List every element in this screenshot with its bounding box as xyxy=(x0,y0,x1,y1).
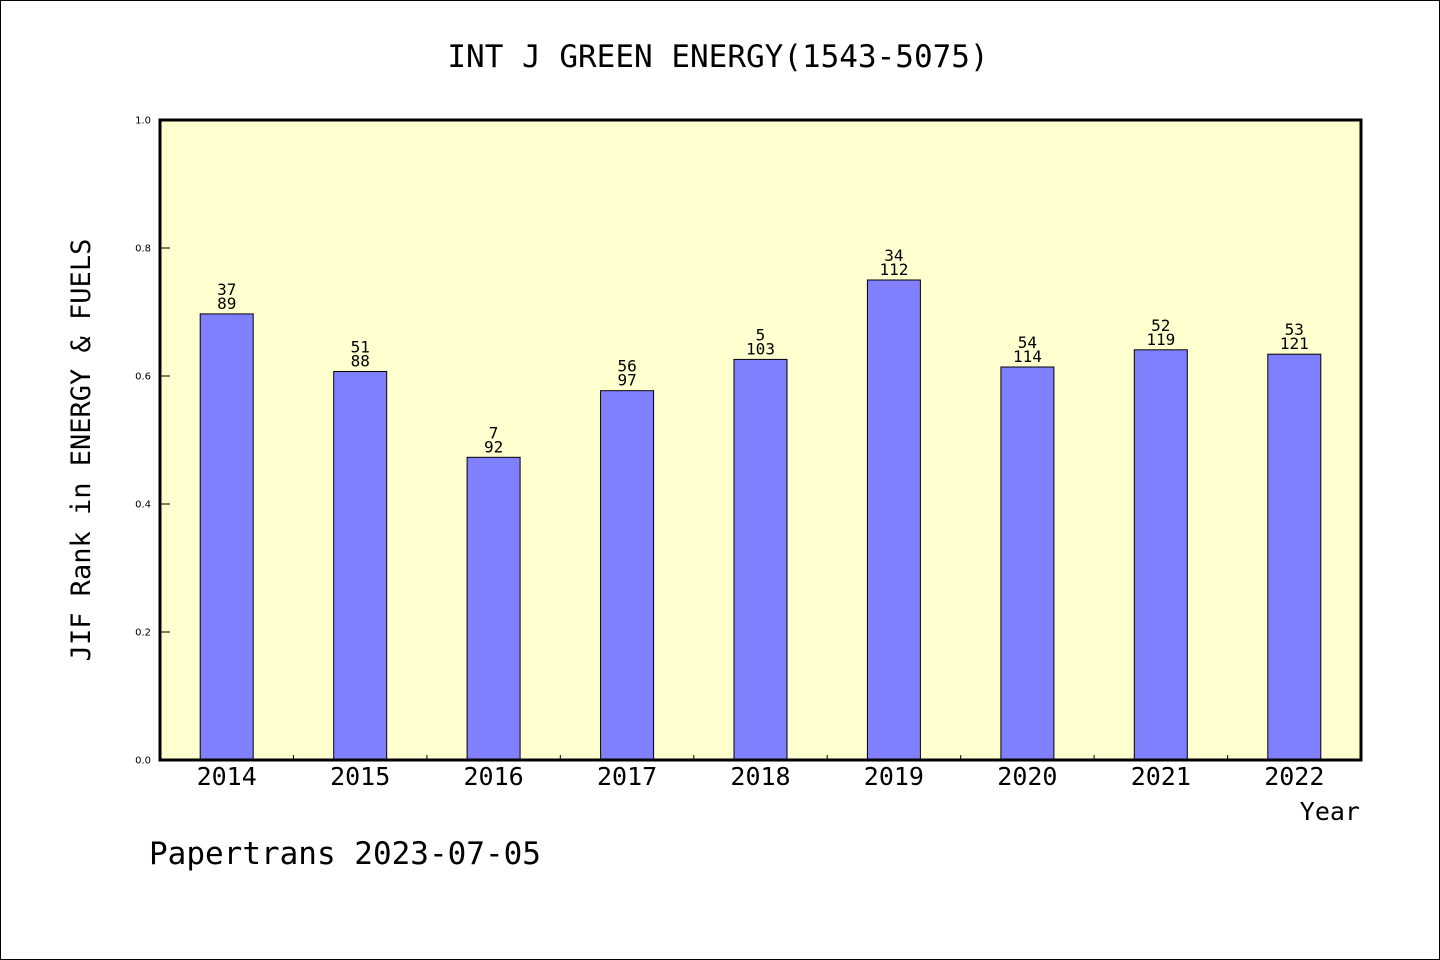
x-tick-label-2014: 2014 xyxy=(197,762,257,791)
plot-border xyxy=(158,118,1363,762)
bar-label-total-2019: 112 xyxy=(879,260,908,279)
x-tick-label-2019: 2019 xyxy=(864,762,924,791)
bar-label-total-2020: 114 xyxy=(1013,347,1042,366)
bar-2014 xyxy=(199,313,254,761)
bar-2017 xyxy=(600,390,655,761)
bar-label-rank-2020: 54 xyxy=(1018,333,1037,352)
bar-label-total-2021: 119 xyxy=(1146,330,1175,349)
bar-2019 xyxy=(866,279,921,761)
bar-label-total-2017: 97 xyxy=(617,371,636,390)
bar-label-rank-2015: 51 xyxy=(351,338,370,357)
x-tick-label-2016: 2016 xyxy=(463,762,523,791)
x-axis: 2014 2015 2016 2017 2018 2019 2020 2021 2022 xyxy=(197,755,1324,791)
x-tick-label-2015: 2015 xyxy=(330,762,390,791)
bar-2015 xyxy=(333,371,388,761)
x-tick-label-2022: 2022 xyxy=(1264,762,1324,791)
y-tick-label: 0.4 xyxy=(135,500,151,511)
y-tick-label: 0.0 xyxy=(135,756,151,767)
x-axis-label: Year xyxy=(1300,797,1360,826)
x-tick-label-2021: 2021 xyxy=(1131,762,1191,791)
y-tick-label: 0.6 xyxy=(135,372,151,383)
bar-label-total-2022: 121 xyxy=(1280,334,1309,353)
bar-2020 xyxy=(1000,366,1055,761)
x-tick-label-2020: 2020 xyxy=(997,762,1057,791)
chart-title: INT J GREEN ENERGY(1543-5075) xyxy=(447,39,988,75)
bar-label-rank-2017: 56 xyxy=(617,357,636,376)
bar-label-rank-2022: 53 xyxy=(1285,320,1304,339)
bar-label-rank-2014: 37 xyxy=(217,280,236,299)
bar-2016 xyxy=(466,456,521,761)
y-tick-label: 0.2 xyxy=(135,628,151,639)
bar-2021 xyxy=(1133,349,1188,761)
bar-label-total-2016: 92 xyxy=(484,437,503,456)
bar-label-total-2014: 89 xyxy=(217,294,236,313)
bar-2018 xyxy=(733,358,788,761)
footer-credit: Papertrans 2023-07-05 xyxy=(149,836,541,872)
bar-group xyxy=(199,279,1322,761)
x-tick-label-2018: 2018 xyxy=(730,762,790,791)
y-tick-label: 0.8 xyxy=(135,244,151,255)
y-tick-label: 1.0 xyxy=(135,116,151,127)
bar-label-total-2015: 88 xyxy=(351,352,370,371)
x-tick-label-2017: 2017 xyxy=(597,762,657,791)
y-axis: 0.0 0.2 0.4 0.6 0.8 1.0 xyxy=(135,116,170,767)
bar-label-rank-2019: 34 xyxy=(884,246,903,265)
bar-label-total-2018: 103 xyxy=(746,339,775,358)
bar-2022 xyxy=(1267,353,1322,761)
bar-label-rank-2018: 5 xyxy=(756,325,766,344)
bar-label-rank-2021: 52 xyxy=(1151,316,1170,335)
y-axis-label: JIF Rank in ENERGY & FUELS xyxy=(66,239,97,662)
bar-label-rank-2016: 7 xyxy=(489,423,499,442)
